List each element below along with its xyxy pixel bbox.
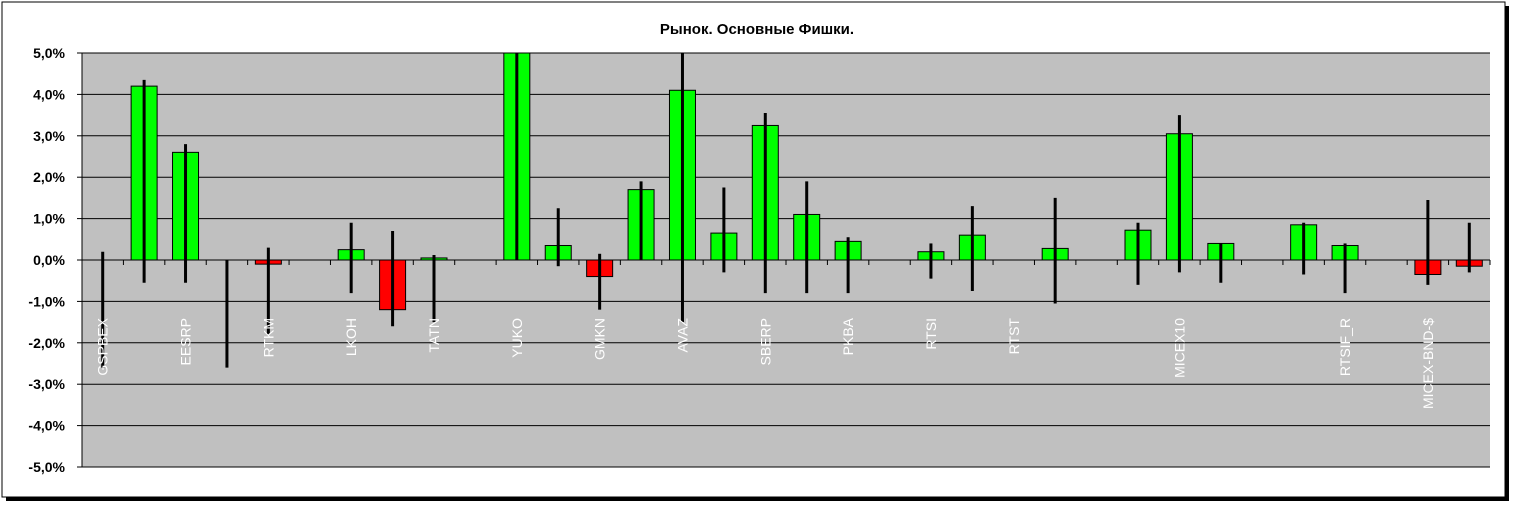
x-tick-label: MICEX10 [1171,318,1187,378]
x-tick-label: AVAZ [674,318,690,353]
x-tick-label: EESRP [178,318,194,365]
x-tick-label: YUKO [509,318,525,358]
y-tick-label: -1,0% [28,293,65,309]
x-tick-label: RTSI [923,318,939,350]
x-tick-label: RTKM [260,318,276,357]
x-tick-label: RTSIF_R [1337,318,1353,376]
x-tick-label: PKBA [840,317,856,355]
y-tick-label: 2,0% [33,169,65,185]
x-tick-label: RTST [1006,318,1022,355]
y-tick-label: 5,0% [33,45,65,61]
y-tick-label: -3,0% [28,376,65,392]
y-tick-label: -2,0% [28,335,65,351]
y-tick-label: -5,0% [28,459,65,475]
x-tick-label: MICEX-BND-$ [1420,318,1436,409]
chart-title: Рынок. Основные Фишки. [660,21,854,38]
y-tick-label: 3,0% [33,128,65,144]
x-tick-label: LKOH [343,318,359,356]
x-tick-label: SBERP [757,318,773,365]
y-tick-label: 0,0% [33,252,65,268]
y-tick-label: 1,0% [33,211,65,227]
y-tick-label: 4,0% [33,86,65,102]
y-tick-label: -4,0% [28,418,65,434]
x-tick-label: TATN [426,318,442,352]
x-tick-label: GSPBEX [95,317,111,375]
x-tick-label: GMKN [592,318,608,360]
